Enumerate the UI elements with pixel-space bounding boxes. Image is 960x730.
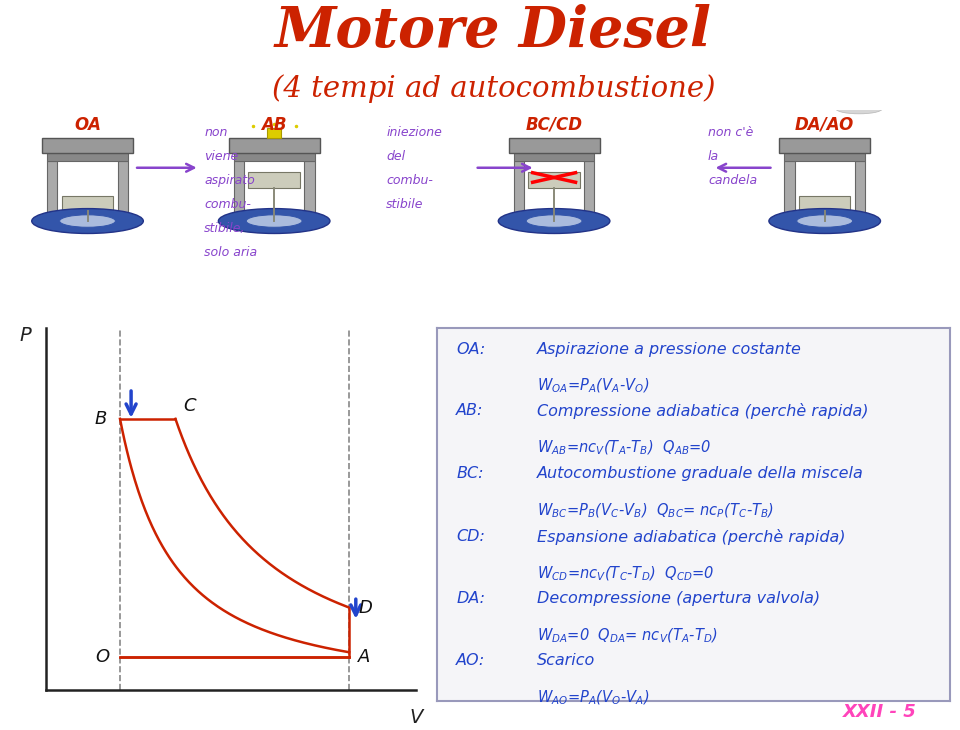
Bar: [228, 138, 320, 153]
Circle shape: [60, 215, 115, 227]
Text: combu-: combu-: [386, 174, 433, 187]
Text: AO:: AO:: [456, 653, 486, 668]
Text: Motore Diesel: Motore Diesel: [275, 4, 712, 59]
Bar: [42, 138, 133, 153]
Text: combu-: combu-: [204, 198, 252, 211]
Text: Aspirazione a pressione costante: Aspirazione a pressione costante: [537, 342, 802, 356]
Bar: [61, 196, 113, 211]
Text: non c'è: non c'è: [708, 126, 754, 139]
Bar: [528, 172, 580, 188]
Bar: [267, 128, 281, 138]
Text: la: la: [708, 150, 719, 163]
Text: OA: OA: [74, 116, 101, 134]
Text: W$_{OA}$=P$_A$(V$_A$-V$_O$): W$_{OA}$=P$_A$(V$_A$-V$_O$): [537, 377, 649, 396]
Bar: [304, 161, 315, 221]
Bar: [117, 161, 128, 221]
Text: W$_{CD}$=nc$_V$(T$_C$-T$_D$)  Q$_{CD}$=0: W$_{CD}$=nc$_V$(T$_C$-T$_D$) Q$_{CD}$=0: [537, 564, 714, 583]
Text: solo aria: solo aria: [204, 246, 257, 258]
Bar: [780, 138, 870, 153]
Circle shape: [769, 209, 880, 234]
Text: stibile,: stibile,: [204, 222, 246, 235]
Text: BC/CD: BC/CD: [525, 116, 583, 134]
Text: W$_{DA}$=0  Q$_{DA}$= nc$_V$(T$_A$-T$_D$): W$_{DA}$=0 Q$_{DA}$= nc$_V$(T$_A$-T$_D$): [537, 626, 718, 645]
Circle shape: [836, 104, 882, 114]
Circle shape: [526, 215, 582, 227]
Circle shape: [498, 209, 610, 234]
Text: V: V: [409, 708, 422, 727]
Text: (4 tempi ad autocombustione): (4 tempi ad autocombustione): [272, 74, 715, 103]
Text: del: del: [386, 150, 405, 163]
Bar: [234, 153, 315, 161]
Text: Decompressione (apertura valvola): Decompressione (apertura valvola): [537, 591, 820, 606]
Text: P: P: [19, 326, 32, 345]
Text: Espansione adiabatica (perchè rapida): Espansione adiabatica (perchè rapida): [537, 529, 846, 545]
Circle shape: [247, 215, 302, 227]
Text: OA:: OA:: [456, 342, 486, 356]
Bar: [47, 161, 58, 221]
Text: BC:: BC:: [456, 466, 484, 481]
Bar: [584, 161, 594, 221]
Circle shape: [822, 91, 862, 101]
Text: non: non: [204, 126, 228, 139]
Bar: [509, 138, 600, 153]
Text: A. Contin - Fisica Generale Avanzata: A. Contin - Fisica Generale Avanzata: [9, 380, 18, 569]
Text: W$_{BC}$=P$_B$(V$_C$-V$_B$)  Q$_{BC}$= nc$_P$(T$_C$-T$_B$): W$_{BC}$=P$_B$(V$_C$-V$_B$) Q$_{BC}$= nc…: [537, 502, 774, 520]
Text: viene: viene: [204, 150, 238, 163]
Circle shape: [32, 209, 143, 234]
Bar: [47, 153, 128, 161]
Text: AB: AB: [261, 116, 287, 134]
Circle shape: [849, 94, 904, 107]
Text: candela: candela: [708, 174, 757, 187]
Bar: [249, 172, 300, 188]
Text: Scarico: Scarico: [537, 653, 595, 668]
Text: iniezione: iniezione: [386, 126, 442, 139]
Text: DA/AO: DA/AO: [795, 116, 854, 134]
Text: C: C: [182, 397, 196, 415]
Circle shape: [218, 209, 330, 234]
Text: XXII - 5: XXII - 5: [843, 703, 917, 721]
Text: W$_{AO}$=P$_A$(V$_O$-V$_A$): W$_{AO}$=P$_A$(V$_O$-V$_A$): [537, 688, 649, 707]
Bar: [784, 153, 865, 161]
Bar: [799, 196, 851, 211]
Text: AB:: AB:: [456, 403, 484, 418]
Bar: [514, 153, 594, 161]
Text: O: O: [95, 648, 108, 666]
Text: Compressione adiabatica (perchè rapida): Compressione adiabatica (perchè rapida): [537, 403, 869, 419]
Text: aspirato: aspirato: [204, 174, 255, 187]
Bar: [784, 161, 795, 221]
Text: DA:: DA:: [456, 591, 486, 606]
Text: CD:: CD:: [456, 529, 485, 544]
Circle shape: [797, 215, 852, 227]
Bar: [514, 161, 524, 221]
Text: stibile: stibile: [386, 198, 423, 211]
Bar: [234, 161, 244, 221]
Text: B: B: [95, 410, 108, 428]
Bar: [854, 161, 865, 221]
Text: A: A: [358, 648, 371, 666]
Text: W$_{AB}$=nc$_V$(T$_A$-T$_B$)  Q$_{AB}$=0: W$_{AB}$=nc$_V$(T$_A$-T$_B$) Q$_{AB}$=0: [537, 438, 711, 457]
Text: D: D: [358, 599, 372, 617]
Text: Autocombustione graduale della miscela: Autocombustione graduale della miscela: [537, 466, 864, 481]
